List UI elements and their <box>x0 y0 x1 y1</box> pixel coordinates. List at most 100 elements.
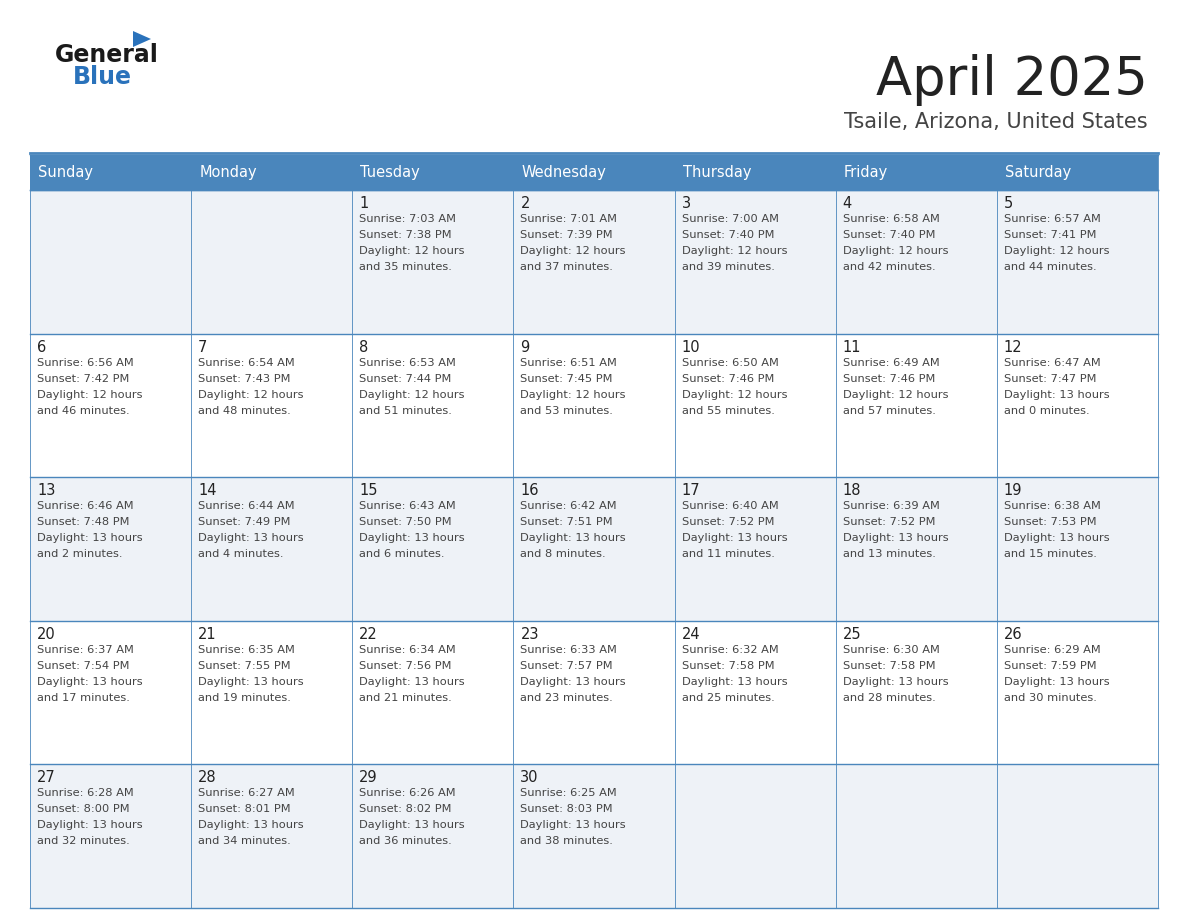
Text: and 36 minutes.: and 36 minutes. <box>359 836 453 846</box>
Text: Sunrise: 6:35 AM: Sunrise: 6:35 AM <box>198 644 295 655</box>
Text: Daylight: 13 hours: Daylight: 13 hours <box>520 677 626 687</box>
Text: 2: 2 <box>520 196 530 211</box>
Bar <box>191 621 353 765</box>
Text: Sunrise: 6:49 AM: Sunrise: 6:49 AM <box>842 358 940 367</box>
Text: Sunset: 7:50 PM: Sunset: 7:50 PM <box>359 517 451 527</box>
Text: Daylight: 12 hours: Daylight: 12 hours <box>37 389 143 399</box>
Bar <box>30 155 191 190</box>
Bar <box>513 333 675 477</box>
Text: Sunrise: 6:25 AM: Sunrise: 6:25 AM <box>520 789 618 799</box>
Text: Daylight: 13 hours: Daylight: 13 hours <box>520 821 626 831</box>
Bar <box>997 333 1158 477</box>
Text: 19: 19 <box>1004 483 1023 498</box>
Text: Sunset: 7:48 PM: Sunset: 7:48 PM <box>37 517 129 527</box>
Bar <box>353 333 513 477</box>
Bar <box>30 190 191 333</box>
Text: Sunrise: 6:29 AM: Sunrise: 6:29 AM <box>1004 644 1100 655</box>
Text: Sunset: 7:53 PM: Sunset: 7:53 PM <box>1004 517 1097 527</box>
Text: 6: 6 <box>37 340 46 354</box>
Text: Sunset: 8:03 PM: Sunset: 8:03 PM <box>520 804 613 814</box>
Text: 13: 13 <box>37 483 56 498</box>
Text: and 42 minutes.: and 42 minutes. <box>842 262 935 272</box>
Text: Sunrise: 6:50 AM: Sunrise: 6:50 AM <box>682 358 778 367</box>
Text: and 2 minutes.: and 2 minutes. <box>37 549 122 559</box>
Bar <box>353 477 513 621</box>
Text: and 4 minutes.: and 4 minutes. <box>198 549 284 559</box>
Bar <box>513 155 675 190</box>
Text: Sunset: 7:41 PM: Sunset: 7:41 PM <box>1004 230 1097 240</box>
Text: and 39 minutes.: and 39 minutes. <box>682 262 775 272</box>
Text: Sunrise: 7:00 AM: Sunrise: 7:00 AM <box>682 214 778 224</box>
Text: Sunrise: 6:56 AM: Sunrise: 6:56 AM <box>37 358 134 367</box>
Text: Wednesday: Wednesday <box>522 165 606 180</box>
Text: Sunset: 8:01 PM: Sunset: 8:01 PM <box>198 804 291 814</box>
Text: Sunrise: 6:57 AM: Sunrise: 6:57 AM <box>1004 214 1101 224</box>
Text: 29: 29 <box>359 770 378 786</box>
Text: Sunrise: 6:53 AM: Sunrise: 6:53 AM <box>359 358 456 367</box>
Text: 27: 27 <box>37 770 56 786</box>
Bar <box>30 621 191 765</box>
Text: 28: 28 <box>198 770 216 786</box>
Text: 4: 4 <box>842 196 852 211</box>
Text: Daylight: 13 hours: Daylight: 13 hours <box>359 533 465 543</box>
Text: Sunset: 7:56 PM: Sunset: 7:56 PM <box>359 661 451 671</box>
Text: Sunrise: 6:47 AM: Sunrise: 6:47 AM <box>1004 358 1100 367</box>
Text: Sunset: 7:59 PM: Sunset: 7:59 PM <box>1004 661 1097 671</box>
Text: Sunrise: 7:01 AM: Sunrise: 7:01 AM <box>520 214 618 224</box>
Text: Daylight: 12 hours: Daylight: 12 hours <box>520 389 626 399</box>
Text: Daylight: 13 hours: Daylight: 13 hours <box>520 533 626 543</box>
Text: Sunset: 7:42 PM: Sunset: 7:42 PM <box>37 374 129 384</box>
Text: and 55 minutes.: and 55 minutes. <box>682 406 775 416</box>
Bar <box>675 765 835 908</box>
Text: Sunrise: 6:46 AM: Sunrise: 6:46 AM <box>37 501 133 511</box>
Text: and 28 minutes.: and 28 minutes. <box>842 693 935 703</box>
Text: 24: 24 <box>682 627 700 642</box>
Text: Sunrise: 6:51 AM: Sunrise: 6:51 AM <box>520 358 618 367</box>
Text: Daylight: 13 hours: Daylight: 13 hours <box>1004 677 1110 687</box>
Text: Daylight: 12 hours: Daylight: 12 hours <box>359 389 465 399</box>
Bar <box>353 765 513 908</box>
Polygon shape <box>133 31 151 47</box>
Text: 7: 7 <box>198 340 208 354</box>
Bar <box>675 190 835 333</box>
Bar <box>191 477 353 621</box>
Bar <box>30 765 191 908</box>
Bar <box>675 155 835 190</box>
Text: Sunrise: 6:40 AM: Sunrise: 6:40 AM <box>682 501 778 511</box>
Bar <box>997 155 1158 190</box>
Text: Sunset: 7:49 PM: Sunset: 7:49 PM <box>198 517 291 527</box>
Text: Sunrise: 6:32 AM: Sunrise: 6:32 AM <box>682 644 778 655</box>
Text: and 15 minutes.: and 15 minutes. <box>1004 549 1097 559</box>
Bar <box>513 190 675 333</box>
Bar <box>997 621 1158 765</box>
Text: Sunset: 7:45 PM: Sunset: 7:45 PM <box>520 374 613 384</box>
Text: Sunrise: 6:34 AM: Sunrise: 6:34 AM <box>359 644 456 655</box>
Text: 14: 14 <box>198 483 216 498</box>
Text: Daylight: 12 hours: Daylight: 12 hours <box>520 246 626 256</box>
Text: and 46 minutes.: and 46 minutes. <box>37 406 129 416</box>
Text: Sunset: 7:57 PM: Sunset: 7:57 PM <box>520 661 613 671</box>
Bar <box>997 765 1158 908</box>
Text: Sunset: 7:38 PM: Sunset: 7:38 PM <box>359 230 451 240</box>
Text: Daylight: 13 hours: Daylight: 13 hours <box>842 533 948 543</box>
Text: and 21 minutes.: and 21 minutes. <box>359 693 453 703</box>
Bar <box>353 190 513 333</box>
Text: 17: 17 <box>682 483 700 498</box>
Text: and 23 minutes.: and 23 minutes. <box>520 693 613 703</box>
Text: and 57 minutes.: and 57 minutes. <box>842 406 936 416</box>
Text: Sunset: 7:40 PM: Sunset: 7:40 PM <box>842 230 935 240</box>
Bar <box>353 155 513 190</box>
Text: 10: 10 <box>682 340 700 354</box>
Bar <box>191 190 353 333</box>
Text: and 25 minutes.: and 25 minutes. <box>682 693 775 703</box>
Text: and 30 minutes.: and 30 minutes. <box>1004 693 1097 703</box>
Text: and 35 minutes.: and 35 minutes. <box>359 262 453 272</box>
Bar <box>835 333 997 477</box>
Bar <box>675 621 835 765</box>
Bar <box>191 155 353 190</box>
Text: Daylight: 13 hours: Daylight: 13 hours <box>37 821 143 831</box>
Text: Sunrise: 6:37 AM: Sunrise: 6:37 AM <box>37 644 134 655</box>
Text: and 8 minutes.: and 8 minutes. <box>520 549 606 559</box>
Text: Sunset: 7:46 PM: Sunset: 7:46 PM <box>682 374 773 384</box>
Bar <box>353 621 513 765</box>
